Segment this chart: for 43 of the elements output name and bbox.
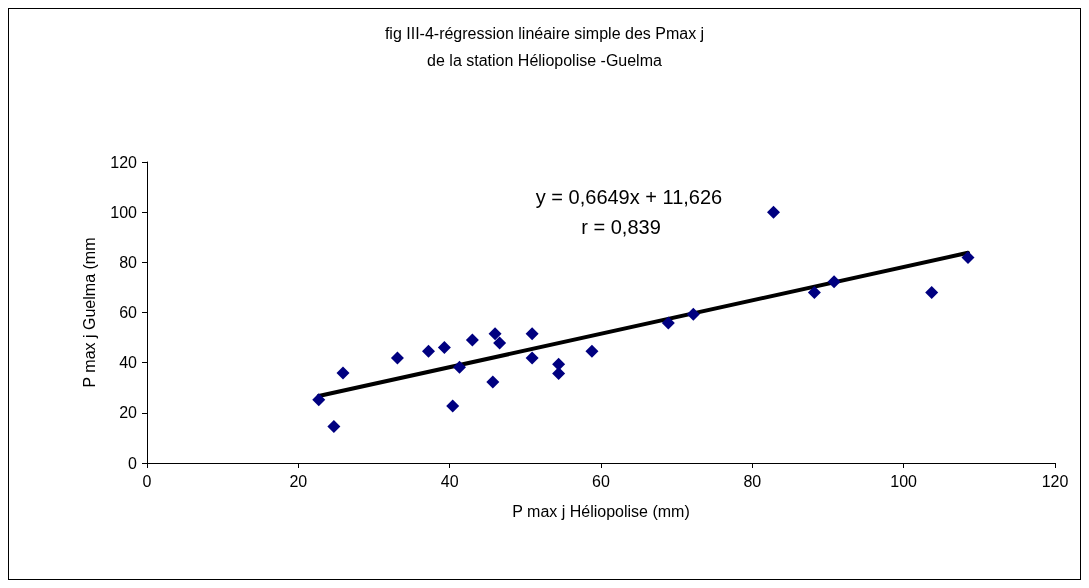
point: [486, 375, 500, 389]
point: [446, 399, 460, 413]
x-tick-label: 60: [592, 472, 610, 490]
x-axis-title: P max j Héliopolise (mm): [512, 502, 690, 520]
y-tick-label: 40: [119, 354, 138, 372]
y-axis-title: P max j Guelma (mm: [80, 237, 98, 388]
x-tick-label: 100: [890, 472, 918, 490]
x-tick-label: 0: [142, 472, 152, 490]
y-tick-label: 20: [119, 404, 138, 422]
y-tick-label: 100: [110, 203, 138, 221]
point: [493, 336, 507, 350]
point: [437, 341, 451, 355]
point: [686, 307, 700, 321]
point: [488, 327, 502, 341]
annotation: r = 0,839: [581, 216, 661, 238]
y-tick-label: 120: [110, 153, 138, 171]
point: [390, 351, 404, 365]
point: [336, 366, 350, 380]
point: [661, 316, 675, 330]
chart-title: fig III-4-régression linéaire simple des Pmax j de la station Héliopolise -Guelma: [384, 25, 705, 69]
point: [525, 327, 539, 341]
annotation: y = 0,6649x + 11,626: [535, 186, 723, 208]
x-tick-label: 20: [289, 472, 308, 490]
point: [925, 285, 939, 299]
point: [312, 393, 326, 407]
point: [961, 251, 975, 265]
point: [807, 285, 821, 299]
point: [767, 205, 781, 219]
y-tick-label: 0: [128, 454, 138, 472]
point: [585, 344, 599, 358]
x-tick-label: 120: [1041, 472, 1069, 490]
x-tick-label: 40: [440, 472, 459, 490]
y-tick-label: 60: [119, 304, 138, 321]
point: [453, 360, 466, 374]
point: [465, 333, 479, 347]
point: [421, 344, 435, 358]
point: [827, 275, 841, 289]
point: [327, 419, 341, 433]
x-tick-label: 80: [743, 472, 762, 490]
point: [552, 366, 566, 380]
y-tick-label: 80: [119, 253, 138, 271]
point: [525, 351, 539, 365]
point: [552, 357, 566, 371]
